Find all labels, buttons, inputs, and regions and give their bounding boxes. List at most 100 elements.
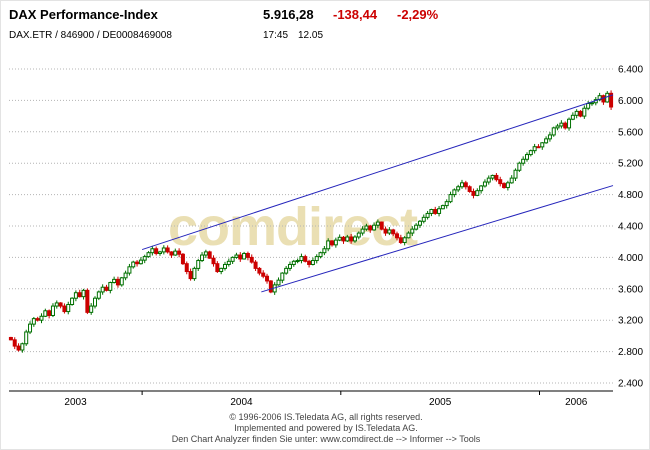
candle-body bbox=[142, 256, 147, 261]
footer: © 1996-2006 IS.Teledata AG, all rights r… bbox=[1, 412, 649, 445]
candle-body bbox=[326, 240, 331, 250]
candle-body bbox=[253, 261, 258, 269]
candle-body bbox=[77, 292, 82, 298]
candle-body bbox=[108, 282, 113, 291]
candle-body bbox=[352, 236, 357, 242]
candle-body bbox=[131, 261, 136, 268]
y-axis-label: 4.800 bbox=[618, 190, 643, 201]
x-axis-year-label: 2005 bbox=[429, 397, 452, 408]
candle-body bbox=[379, 221, 384, 230]
candle-body bbox=[475, 190, 480, 196]
candle-body bbox=[12, 339, 17, 347]
candle-body bbox=[299, 256, 304, 262]
candle-body bbox=[589, 102, 594, 105]
candle-body bbox=[35, 318, 40, 321]
candle-body bbox=[66, 304, 71, 313]
candle-body bbox=[536, 146, 541, 149]
candle-body bbox=[93, 297, 98, 307]
candle-body bbox=[467, 186, 472, 192]
candle-body bbox=[81, 289, 86, 298]
candle-body bbox=[177, 250, 182, 255]
candle-body bbox=[207, 251, 212, 259]
candle-body bbox=[242, 252, 247, 260]
chart-analyzer-hint: Den Chart Analyzer finden Sie unter: www… bbox=[171, 434, 481, 444]
y-axis-label: 6.000 bbox=[618, 96, 643, 107]
candle-body bbox=[261, 272, 266, 277]
candle-body bbox=[513, 169, 518, 179]
candle-body bbox=[222, 263, 227, 269]
candle-body bbox=[268, 280, 273, 293]
candle-body bbox=[161, 247, 166, 253]
candle-body bbox=[54, 302, 59, 307]
candle-body bbox=[547, 134, 552, 140]
candle-body bbox=[196, 260, 201, 269]
candle-body bbox=[452, 189, 457, 196]
candle-body bbox=[486, 177, 491, 183]
candle-body bbox=[330, 240, 335, 246]
candle-body bbox=[245, 252, 250, 258]
candle-body bbox=[291, 260, 296, 265]
candle-body bbox=[551, 127, 556, 136]
candle-body bbox=[47, 310, 52, 316]
candle-body bbox=[20, 343, 25, 351]
y-axis-label: 6.400 bbox=[618, 65, 643, 76]
candle-body bbox=[203, 251, 208, 256]
candle-body bbox=[398, 237, 403, 243]
y-axis-label: 2.800 bbox=[618, 347, 643, 358]
candle-body bbox=[356, 232, 361, 238]
candle-body bbox=[322, 248, 327, 254]
candle-body bbox=[540, 142, 545, 148]
candle-body bbox=[414, 224, 419, 230]
candle-body bbox=[563, 122, 568, 129]
candle-body bbox=[115, 278, 120, 286]
candle-body bbox=[364, 225, 369, 230]
candle-body bbox=[238, 254, 243, 260]
candle-body bbox=[383, 228, 388, 234]
candle-body bbox=[62, 305, 67, 313]
candle-body bbox=[219, 267, 224, 273]
candle-body bbox=[375, 221, 380, 226]
candle-body bbox=[349, 236, 354, 242]
candle-body bbox=[421, 216, 426, 222]
candle-body bbox=[28, 323, 33, 333]
candle-body bbox=[280, 272, 285, 281]
candle-body bbox=[165, 247, 170, 253]
candle-body bbox=[586, 103, 591, 109]
candle-body bbox=[127, 266, 132, 274]
candle-body bbox=[479, 185, 484, 192]
candle-body bbox=[345, 236, 350, 242]
candle-body bbox=[215, 263, 220, 273]
candle-body bbox=[265, 275, 270, 282]
candle-body bbox=[50, 305, 55, 316]
candle-body bbox=[234, 254, 239, 258]
candle-body bbox=[184, 263, 189, 273]
candle-body bbox=[119, 277, 124, 286]
candle-body bbox=[230, 256, 235, 262]
candle-body bbox=[498, 179, 503, 185]
candle-body bbox=[391, 229, 396, 235]
candle-body bbox=[58, 302, 63, 307]
candle-body bbox=[284, 267, 289, 274]
candle-body bbox=[85, 289, 90, 313]
trendline bbox=[141, 94, 614, 251]
candle-body bbox=[146, 252, 151, 258]
candle-body bbox=[249, 256, 254, 263]
candle-body bbox=[43, 310, 48, 317]
candle-body bbox=[295, 260, 300, 263]
candle-body bbox=[505, 182, 510, 189]
candle-body bbox=[303, 256, 308, 262]
candle-body bbox=[555, 125, 560, 129]
candle-body bbox=[73, 292, 78, 299]
candle-body bbox=[429, 209, 434, 214]
candle-body bbox=[200, 254, 205, 262]
trendline bbox=[261, 185, 614, 293]
candle-body bbox=[24, 331, 29, 345]
candle-body bbox=[257, 267, 262, 274]
candle-body bbox=[544, 138, 549, 144]
copyright-line: © 1996-2006 IS.Teledata AG, all rights r… bbox=[229, 412, 423, 422]
candle-body bbox=[192, 267, 197, 280]
candle-body bbox=[314, 256, 319, 262]
candle-body bbox=[138, 259, 143, 265]
